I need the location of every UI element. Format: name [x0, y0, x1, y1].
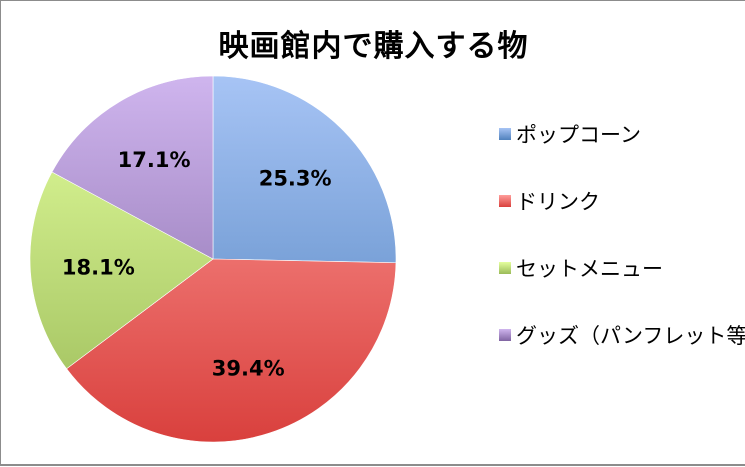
pie-slices [29, 75, 397, 443]
pie-slice-set-menu [29, 171, 214, 370]
pie-slice-drink [66, 258, 397, 443]
legend-item-set-menu: セットメニュー [499, 253, 663, 283]
legend-label-drink: ドリンク [516, 190, 600, 214]
legend-label-set-menu: セットメニュー [516, 257, 663, 281]
data-label-set-menu: 18.1% [62, 255, 135, 279]
chart-title: 映画館内で購入する物 [218, 29, 529, 64]
legend-swatch-popcorn [499, 128, 511, 140]
legend-swatch-set-menu [499, 262, 511, 274]
legend-label-popcorn: ポップコーン [516, 123, 641, 147]
legend-swatch-drink [499, 195, 511, 207]
pie-labels: 25.3% 39.4% 18.1% 17.1% [62, 148, 332, 380]
data-label-drink: 39.4% [212, 356, 285, 380]
data-label-goods: 17.1% [118, 148, 191, 172]
legend-item-popcorn: ポップコーン [499, 119, 641, 149]
legend-item-drink: ドリンク [499, 186, 600, 216]
pie-slice-goods [51, 75, 214, 260]
legend-label-goods: グッズ（パンフレット等） [516, 324, 745, 348]
data-label-popcorn: 25.3% [259, 167, 332, 191]
pie-slice-popcorn [212, 75, 397, 264]
legend-swatch-goods [499, 329, 511, 341]
legend-item-goods: グッズ（パンフレット等） [499, 320, 745, 350]
